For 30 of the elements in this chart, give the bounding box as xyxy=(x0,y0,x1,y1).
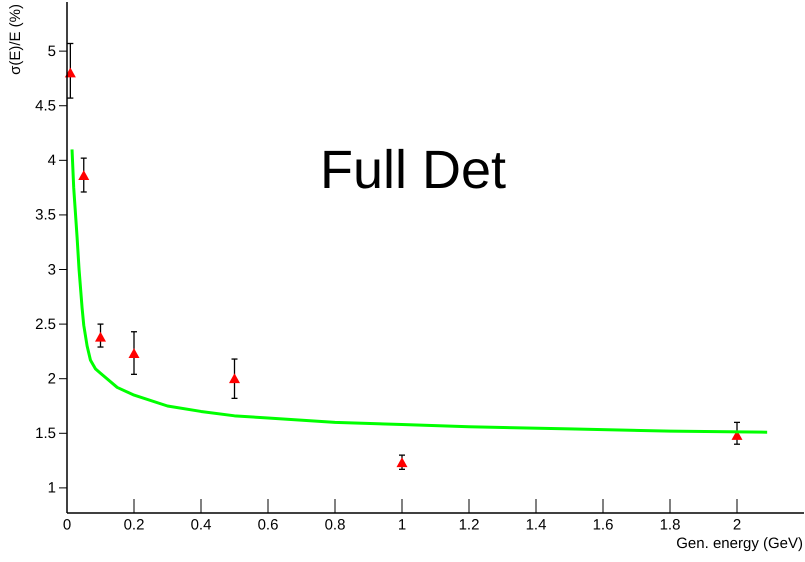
point xyxy=(95,332,106,342)
point xyxy=(396,457,408,468)
x-tick-label: 0.6 xyxy=(258,516,278,534)
x-tick-label: 1.4 xyxy=(526,516,546,534)
y-tick-label: 4.5 xyxy=(35,98,56,115)
point xyxy=(64,67,76,78)
x-axis-title: Gen. energy (GeV) xyxy=(676,535,803,552)
point xyxy=(229,373,240,384)
x-tick-label: 0.8 xyxy=(324,516,346,534)
x-tick-label: 0.2 xyxy=(124,516,144,534)
y-tick-label: 3 xyxy=(48,261,56,278)
point xyxy=(78,170,90,180)
y-tick-label: 4 xyxy=(48,152,56,170)
x-tick-label: 1.8 xyxy=(660,516,680,534)
x-tick-label: 2 xyxy=(732,516,742,534)
x-tick-label: 0 xyxy=(62,516,72,534)
y-tick-label: 1.5 xyxy=(35,425,56,442)
x-tick-label: 0.4 xyxy=(190,516,212,534)
x-tick-label: 1.2 xyxy=(458,516,480,534)
y-tick-label: 5 xyxy=(48,42,56,60)
x-tick-label: 1 xyxy=(398,516,406,534)
y-tick-label: 3.5 xyxy=(35,206,56,224)
y-tick-label: 2.5 xyxy=(35,316,56,333)
y-tick-label: 2 xyxy=(48,370,56,388)
y-axis-title: σ(E)/E (%) xyxy=(7,4,24,75)
point xyxy=(128,348,140,358)
line-series xyxy=(70,148,769,434)
x-tick-label: 1.6 xyxy=(592,516,614,534)
annotation: Full Det xyxy=(320,140,506,200)
y-tick-label: 1 xyxy=(48,480,56,497)
